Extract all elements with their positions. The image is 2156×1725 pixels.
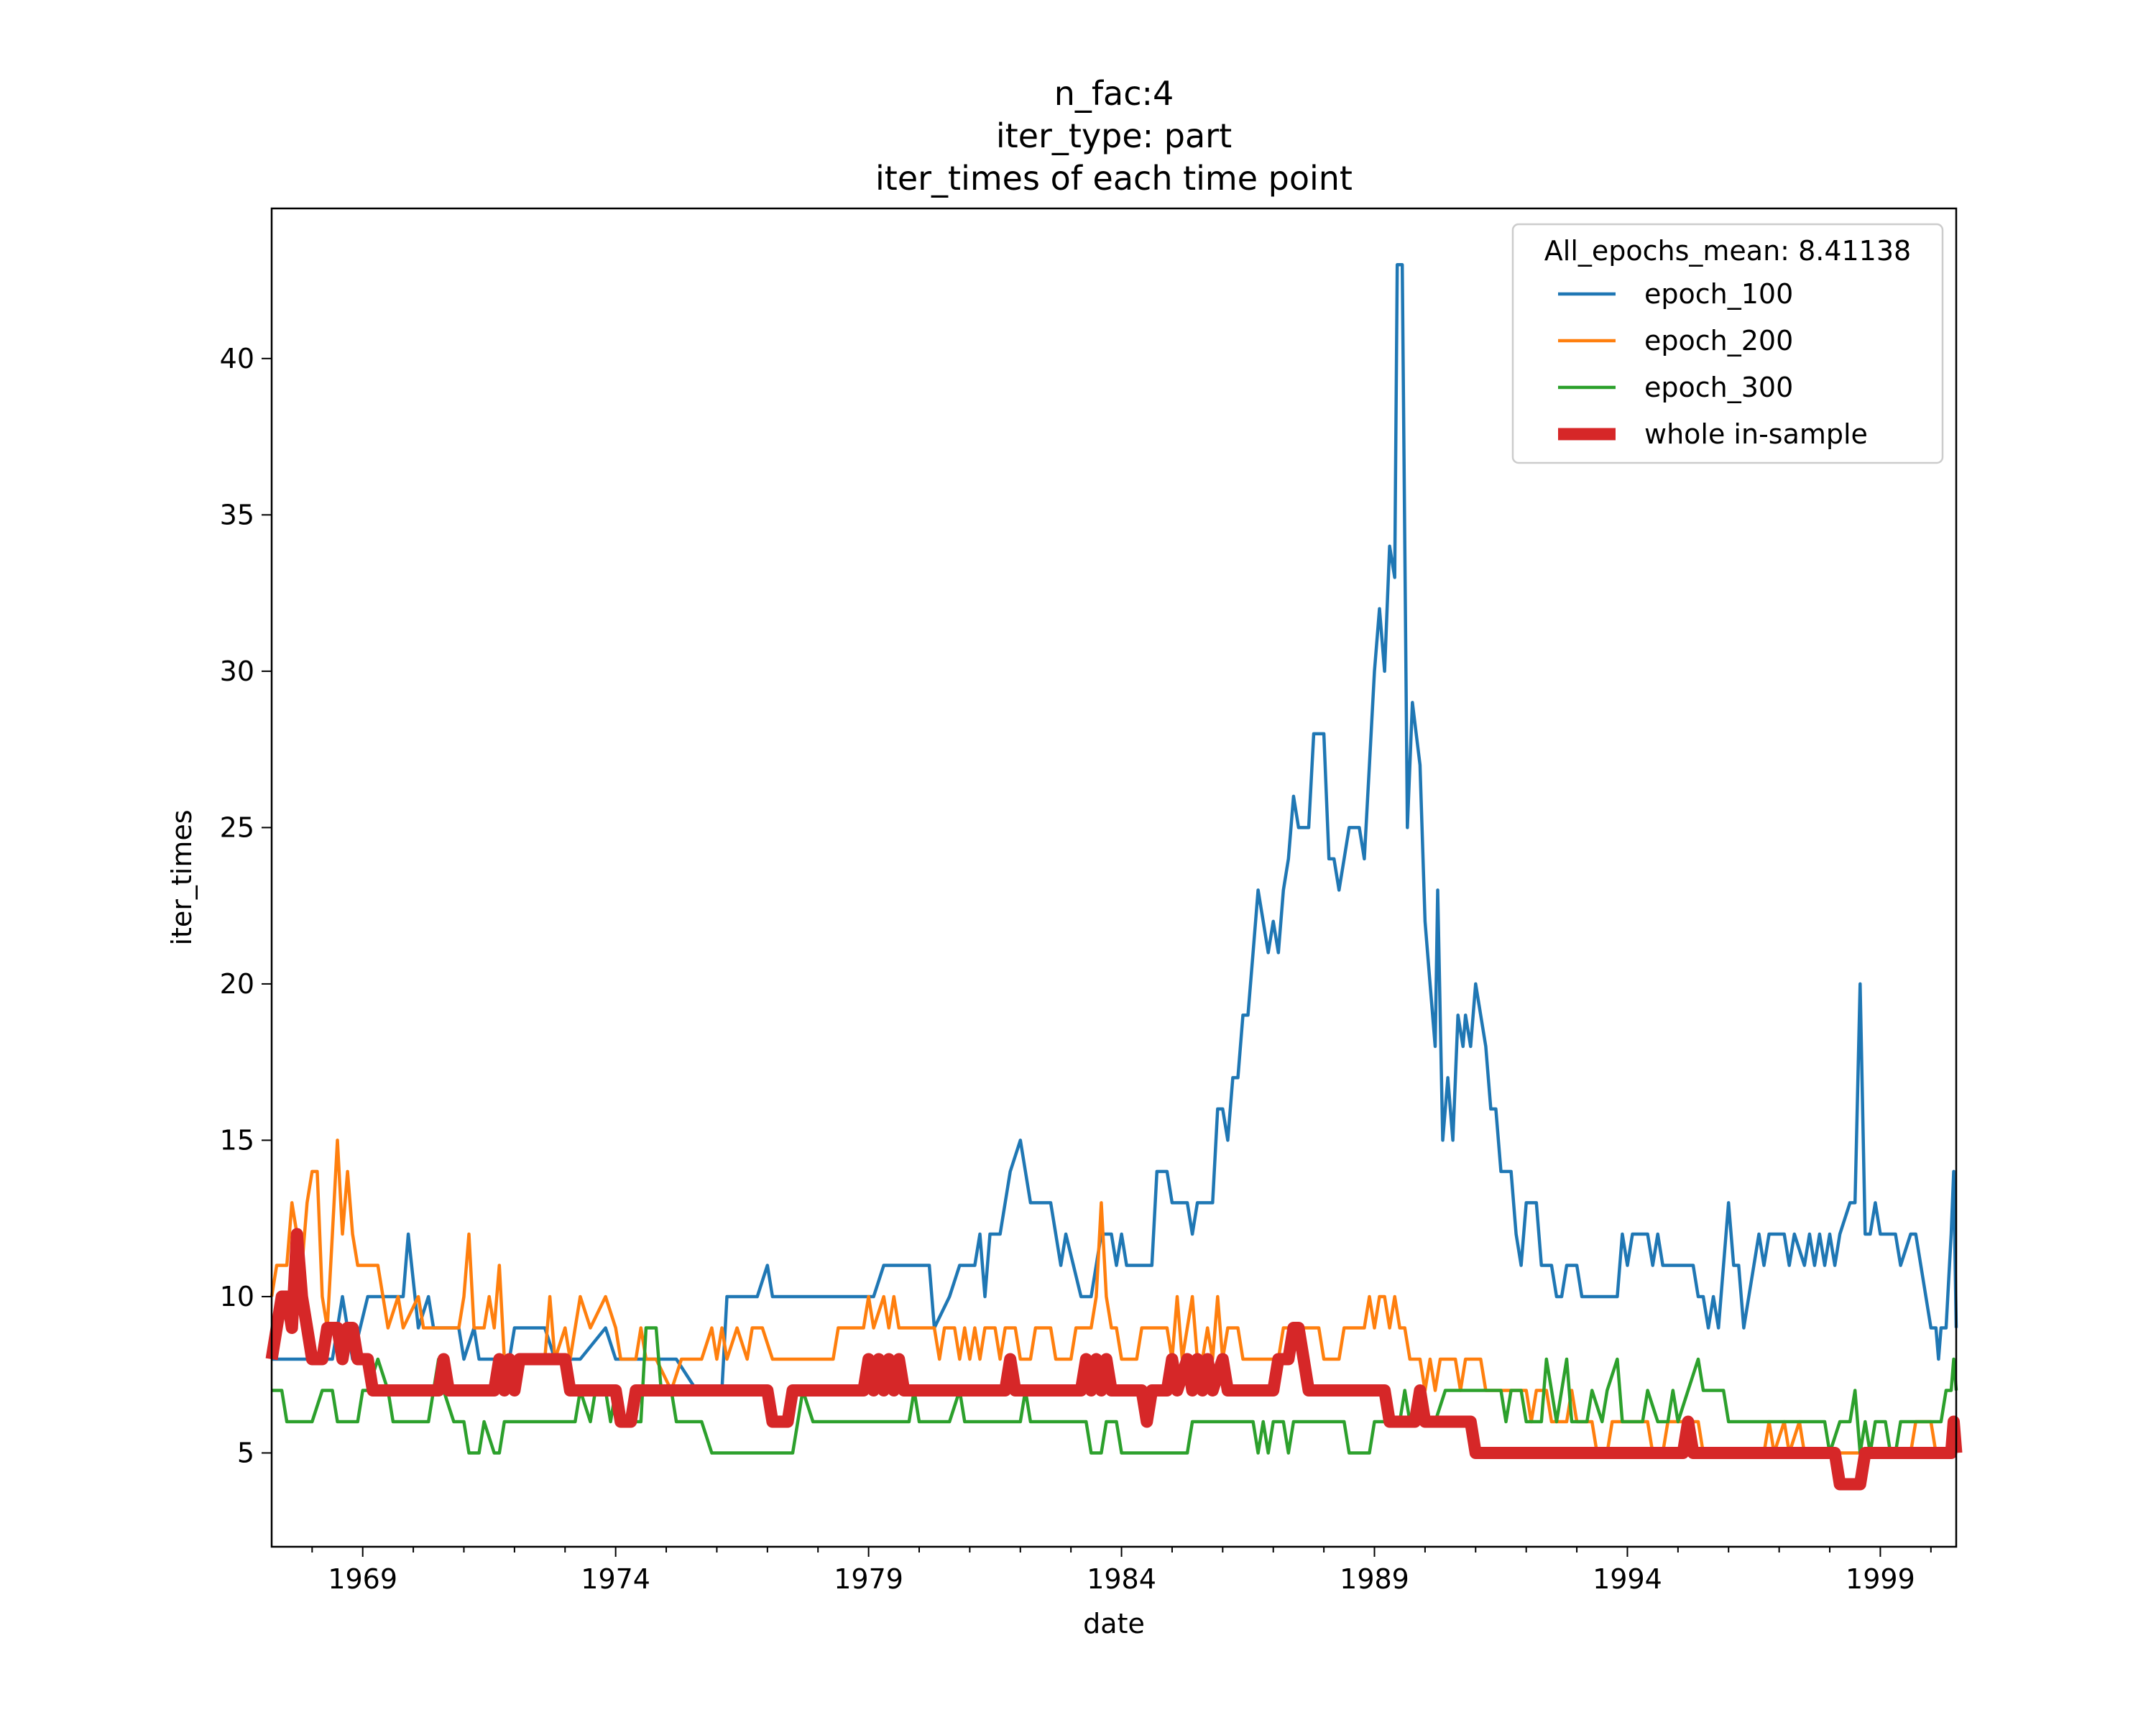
legend-label-epoch-200: epoch_200 [1644,325,1793,356]
y-axis-label: iter_times [166,809,198,945]
chart-title-line-1: n_fac:4 [1054,74,1174,113]
y-tick-label: 10 [220,1281,254,1312]
y-tick-label: 5 [237,1437,254,1468]
x-tick-label: 1984 [1087,1563,1156,1595]
x-tick-label: 1989 [1340,1563,1409,1595]
x-tick-label: 1974 [581,1563,650,1595]
plot-frame [270,207,1958,1548]
chart-title: n_fac:4 iter_type: part iter_times of ea… [875,74,1353,198]
legend-label-whole-in-sample: whole in-sample [1644,418,1868,450]
x-tick-label: 1994 [1593,1563,1662,1595]
x-tick-label: 1979 [834,1563,903,1595]
y-tick-label: 40 [220,343,254,374]
chart-title-line-3: iter_times of each time point [875,159,1353,198]
y-tick-label: 35 [220,499,254,530]
x-tick-label: 1999 [1846,1563,1915,1595]
y-tick-label: 30 [220,656,254,687]
x-axis: 1969 1974 1979 1984 1989 1994 1999 [311,1547,1932,1595]
legend-label-epoch-300: epoch_300 [1644,372,1793,403]
series-lines [265,263,1963,1491]
legend-label-epoch-100: epoch_100 [1644,278,1793,310]
x-tick-label: 1969 [328,1563,397,1595]
x-axis-label: date [1083,1608,1145,1639]
legend: All_epochs_mean: 8.41138 epoch_100 epoch… [1511,223,1944,464]
series-line-epoch-300 [272,1326,1958,1455]
legend-box [1511,223,1944,464]
y-tick-label: 20 [220,968,254,1000]
chart-title-line-2: iter_type: part [996,116,1232,155]
y-tick-label: 25 [220,811,254,843]
y-tick-label: 15 [220,1124,254,1156]
y-axis: 5 10 15 20 25 30 35 40 [220,343,272,1468]
legend-title: All_epochs_mean: 8.41138 [1544,235,1911,267]
series-line-epoch-100 [272,263,1958,1392]
series-line-whole-in-sample [265,1228,1963,1491]
